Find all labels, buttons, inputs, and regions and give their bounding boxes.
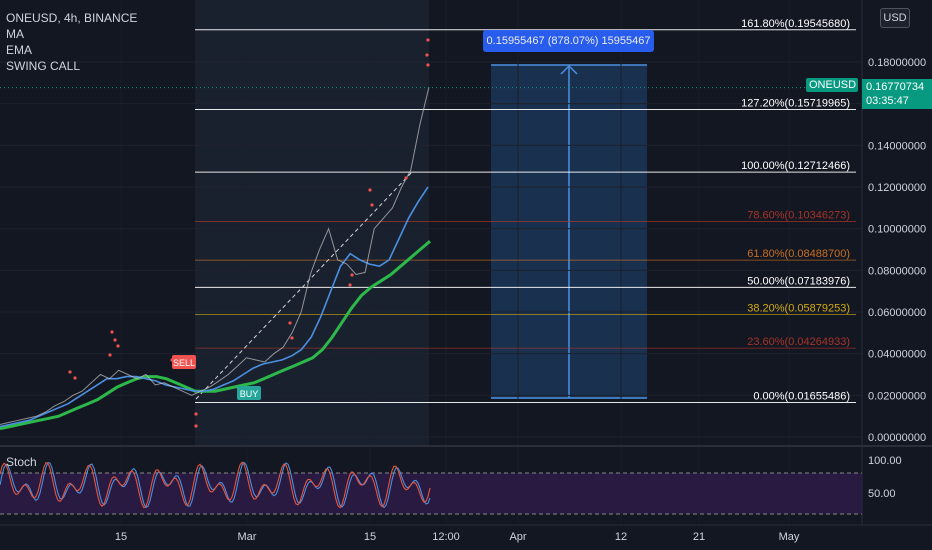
currency-button[interactable]: USD xyxy=(880,8,910,28)
y-tick-label: 0.12000000 xyxy=(868,182,926,194)
fib-label: 38.20%(0.05879253) xyxy=(747,303,850,315)
signal-dot xyxy=(370,203,374,207)
y-tick-label: 0.02000000 xyxy=(868,390,926,402)
stoch-label: Stoch xyxy=(6,455,37,469)
stoch-tick-100: 100.00 xyxy=(868,455,902,467)
countdown-timer: 03:35:47 xyxy=(866,95,909,107)
fib-label: 127.20%(0.15719965) xyxy=(741,98,850,110)
stoch-d-line xyxy=(0,461,431,509)
signal-dot xyxy=(348,283,352,287)
signal-dot xyxy=(368,188,372,192)
x-tick-label: Mar xyxy=(238,531,257,543)
selection-shade xyxy=(195,0,429,445)
stoch-tick-50: 50.00 xyxy=(868,488,896,500)
signal-dot xyxy=(68,370,72,374)
signal-dot xyxy=(116,344,120,348)
signal-dot xyxy=(194,424,198,428)
y-tick-label: 0.14000000 xyxy=(868,140,926,152)
y-tick-label: 0.08000000 xyxy=(868,265,926,277)
fib-label: 78.60%(0.10346273) xyxy=(747,209,850,221)
chart-legend: ONEUSD, 4h, BINANCE MA EMA SWING CALL xyxy=(6,10,137,74)
signal-dot xyxy=(290,336,294,340)
ema-line xyxy=(0,186,429,428)
x-tick-label: 15 xyxy=(364,531,376,543)
stoch-band xyxy=(0,473,862,514)
y-tick-label: 0.00000000 xyxy=(868,432,926,444)
x-tick-label: 21 xyxy=(693,531,705,543)
signal-dot xyxy=(350,273,354,277)
signal-dot xyxy=(194,412,198,416)
symbol-price-badge: ONEUSD xyxy=(806,78,858,92)
signal-dot xyxy=(110,330,114,334)
fib-levels: 161.80%(0.19545680) 127.20%(0.15719965) 10… xyxy=(195,18,856,404)
x-tick-label: May xyxy=(779,531,800,543)
indicator-swing-call[interactable]: SWING CALL xyxy=(6,59,81,73)
y-tick-label: 0.10000000 xyxy=(868,224,926,236)
signal-dot xyxy=(288,321,292,325)
stoch-series xyxy=(0,461,431,509)
sell-signal-label: SELL xyxy=(173,358,195,368)
x-tick-label: 12 xyxy=(615,531,627,543)
current-price-value: 0.16770734 xyxy=(866,81,925,93)
x-axis: 15 Mar 15 12:00 Apr 12 21 May xyxy=(115,531,800,543)
signal-dot xyxy=(425,53,429,57)
current-price-tag: 0.16770734 03:35:47 xyxy=(862,79,932,109)
signal-dot xyxy=(426,38,430,42)
fib-label: 0.00%(0.01655486) xyxy=(753,391,850,403)
x-tick-label: 12:00 xyxy=(432,531,460,543)
symbol-title[interactable]: ONEUSD, 4h, BINANCE xyxy=(6,11,138,25)
y-axis: 0.180000000.160000000.140000000.12000000… xyxy=(868,57,926,444)
fib-label: 23.60%(0.04264933) xyxy=(747,336,850,348)
ma-line xyxy=(0,240,431,431)
fib-label: 50.00%(0.07183976) xyxy=(747,275,850,287)
signal-dot xyxy=(108,353,112,357)
fib-label: 100.00%(0.12712466) xyxy=(741,160,850,172)
main-pane-bg xyxy=(0,0,862,445)
y-tick-label: 0.06000000 xyxy=(868,307,926,319)
indicator-ema[interactable]: EMA xyxy=(6,43,33,57)
trend-line[interactable] xyxy=(195,171,413,400)
signal-dot xyxy=(73,376,77,380)
y-tick-label: 0.04000000 xyxy=(868,349,926,361)
fib-label: 61.80%(0.08488700) xyxy=(747,248,850,260)
indicator-ma[interactable]: MA xyxy=(6,27,24,41)
x-tick-label: 15 xyxy=(115,531,127,543)
signal-dot xyxy=(404,176,408,180)
series xyxy=(0,38,806,431)
signal-dot xyxy=(113,338,117,342)
x-tick-label: Apr xyxy=(509,531,526,543)
grid xyxy=(0,61,862,438)
measure-label: 0.15955467 (878.07%) 15955467 xyxy=(483,30,654,52)
fib-label: 161.80%(0.19545680) xyxy=(741,18,850,30)
y-tick-label: 0.18000000 xyxy=(868,57,926,69)
signal-dot xyxy=(426,63,430,67)
buy-signal xyxy=(237,386,261,400)
sell-signal xyxy=(172,355,196,369)
measure-arrowhead xyxy=(560,64,578,75)
buy-signal-label: BUY xyxy=(240,389,259,399)
price-line xyxy=(0,86,430,425)
